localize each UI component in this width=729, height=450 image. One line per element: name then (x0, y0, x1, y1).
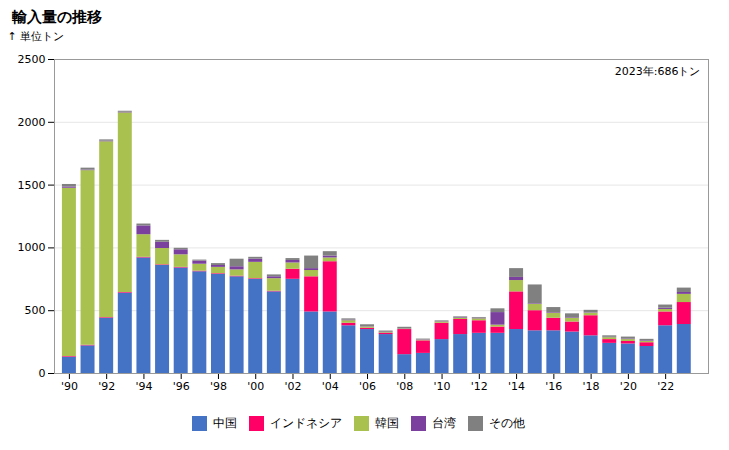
svg-text:500: 500 (25, 304, 46, 317)
svg-text:'02: '02 (284, 380, 301, 393)
html-text:輸入量の推移: 輸入量の推移 (12, 8, 102, 26)
svg-text:'10: '10 (434, 380, 451, 393)
svg-text:1500: 1500 (18, 179, 46, 192)
svg-text:'94: '94 (135, 380, 152, 393)
svg-text:2500: 2500 (18, 53, 46, 66)
html-text:その他: その他 (489, 416, 525, 430)
svg-text:'92: '92 (98, 380, 115, 393)
html-text:インドネシア: インドネシア (270, 416, 342, 430)
svg-text:'96: '96 (173, 380, 190, 393)
svg-text:0: 0 (39, 367, 46, 380)
html-text:台湾: 台湾 (432, 416, 456, 430)
svg-text:'04: '04 (322, 380, 339, 393)
html-text:韓国: 韓国 (375, 416, 399, 430)
svg-text:'08: '08 (396, 380, 413, 393)
svg-text:2000: 2000 (18, 116, 46, 129)
svg-text:'18: '18 (583, 380, 600, 393)
svg-text:'14: '14 (508, 380, 525, 393)
svg-text:'98: '98 (210, 380, 227, 393)
html-text:中国: 中国 (213, 416, 237, 430)
svg-text:'90: '90 (61, 380, 78, 393)
svg-text:'06: '06 (359, 380, 376, 393)
svg-text:'00: '00 (247, 380, 264, 393)
svg-text:'12: '12 (471, 380, 488, 393)
svg-text:'22: '22 (657, 380, 674, 393)
svg-text:2023年:686トン: 2023年:686トン (615, 65, 701, 78)
svg-text:1000: 1000 (18, 241, 46, 254)
svg-text:↑ 単位トン: ↑ 単位トン (8, 30, 65, 43)
svg-text:'16: '16 (545, 380, 562, 393)
svg-text:'20: '20 (620, 380, 637, 393)
